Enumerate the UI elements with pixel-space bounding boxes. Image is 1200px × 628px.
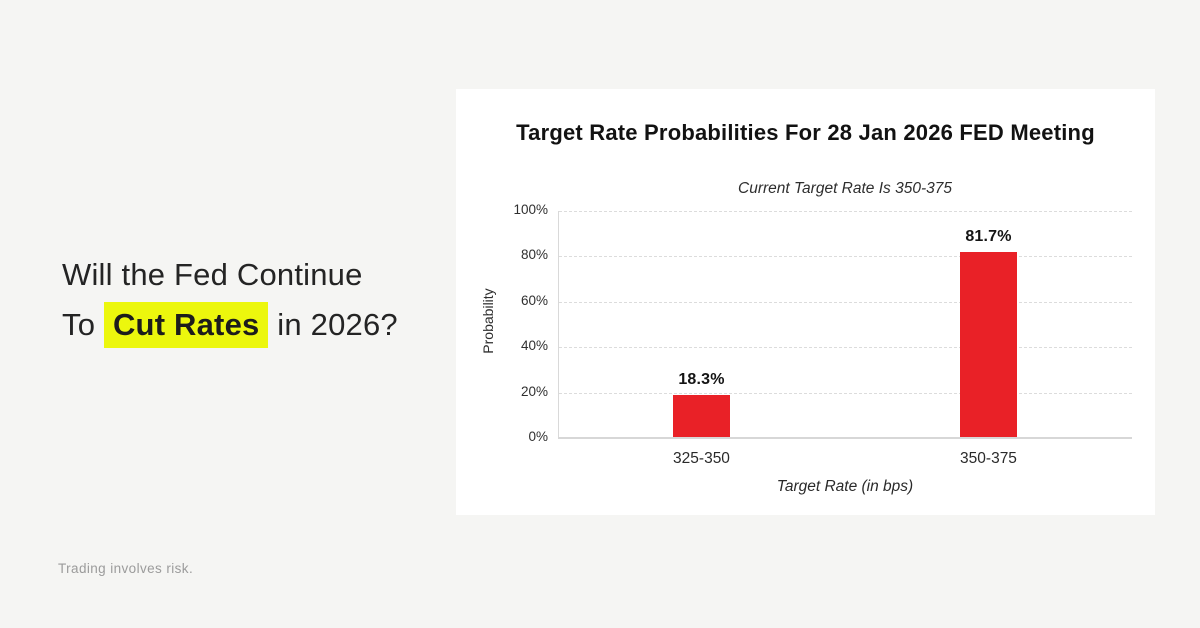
chart-title: Target Rate Probabilities For 28 Jan 202… <box>516 120 1095 145</box>
y-tick-label: 0% <box>528 429 548 444</box>
headline-line-2: To Cut Rates in 2026? <box>62 300 398 350</box>
y-axis-line <box>558 211 559 438</box>
disclaimer-text: Trading involves risk. <box>58 561 194 576</box>
bar-350-375 <box>960 252 1017 437</box>
bar-value-label: 81.7% <box>965 228 1012 245</box>
y-axis-title: Probability <box>480 288 496 354</box>
bar-325-350 <box>673 395 730 437</box>
y-tick-label: 100% <box>513 202 548 217</box>
bar-value-label: 18.3% <box>678 371 725 388</box>
plot-area: Probability Target Rate (in bps) 0% 20% 40… <box>480 202 1132 495</box>
gridline <box>559 211 1132 212</box>
y-tick-label: 40% <box>520 338 548 354</box>
y-tick-label: 20% <box>520 383 548 399</box>
x-tick-label: 350-375 <box>960 450 1017 467</box>
gridline <box>559 301 1132 303</box>
gridline <box>559 392 1132 394</box>
chart-subtitle: Current Target Rate Is 350-375 <box>738 180 952 197</box>
headline-line-1: Will the Fed Continue <box>62 257 363 292</box>
gridline <box>559 347 1132 349</box>
y-tick-label: 80% <box>520 247 548 263</box>
headline: Will the Fed Continue To Cut Rates in 20… <box>62 250 398 350</box>
chart-card: Target Rate Probabilities For 28 Jan 202… <box>456 89 1155 515</box>
headline-line-2-suffix: in 2026? <box>268 307 398 342</box>
x-axis-line <box>558 437 1132 439</box>
x-tick-label: 325-350 <box>673 450 730 467</box>
headline-line-2-prefix: To <box>62 307 104 342</box>
headline-highlight: Cut Rates <box>103 302 269 348</box>
x-axis-title: Target Rate (in bps) <box>776 478 914 495</box>
y-tick-label: 60% <box>520 292 548 308</box>
gridline <box>559 256 1132 258</box>
